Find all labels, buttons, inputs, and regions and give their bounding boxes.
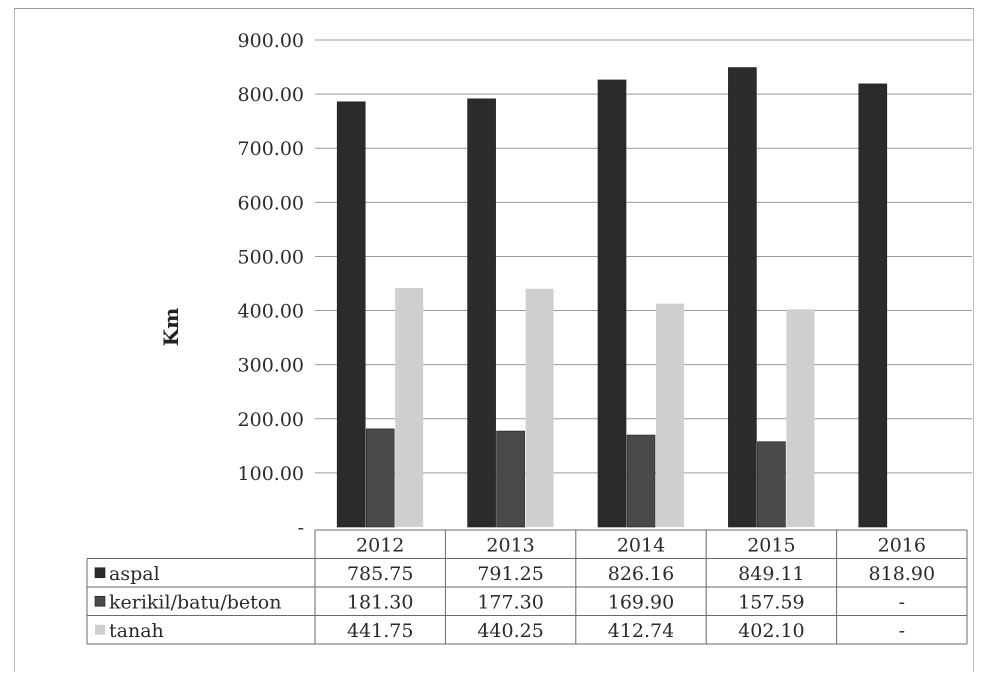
data-label: 849.11 bbox=[738, 563, 804, 585]
bar-aspal-2014 bbox=[597, 79, 627, 528]
bar-kerikil-batu-beton-2013 bbox=[496, 430, 525, 528]
data-table: 2012 2013 2014 2015 2016 aspal 785.75 791.25 826… bbox=[86, 529, 968, 645]
y-tick-label: 700.00 bbox=[238, 138, 304, 160]
y-axis-ticks: - 100.00 200.00 300.00 400.00 500.00 600.00 700… bbox=[238, 30, 304, 539]
bar-aspal-2013 bbox=[467, 98, 496, 528]
legend-swatch bbox=[94, 595, 106, 607]
y-tick-label: 300.00 bbox=[238, 355, 304, 377]
y-tick-label: 400.00 bbox=[238, 301, 304, 323]
y-tick-label: 600.00 bbox=[238, 192, 304, 214]
category-label: 2014 bbox=[617, 534, 665, 556]
y-tick-label: 900.00 bbox=[238, 30, 304, 52]
category-label: 2016 bbox=[878, 534, 926, 556]
bar-aspal-2012 bbox=[336, 101, 366, 528]
legend-swatch bbox=[94, 567, 106, 579]
legend-label: kerikil/batu/beton bbox=[109, 591, 281, 613]
y-tick-label: 800.00 bbox=[238, 84, 304, 106]
bar-kerikil-batu-beton-2015 bbox=[757, 441, 786, 528]
bar-tanah-2014 bbox=[656, 303, 684, 527]
data-label: 785.75 bbox=[347, 563, 413, 585]
bars bbox=[336, 67, 888, 528]
bar-tanah-2013 bbox=[525, 288, 554, 527]
y-tick-label: 100.00 bbox=[238, 463, 304, 485]
category-label: 2015 bbox=[747, 534, 795, 556]
legend-swatch bbox=[95, 624, 105, 635]
data-label: 791.25 bbox=[477, 563, 543, 585]
category-label: 2012 bbox=[356, 534, 404, 556]
data-label: 818.90 bbox=[869, 563, 935, 585]
y-tick-label: 500.00 bbox=[238, 246, 304, 268]
data-label: - bbox=[899, 620, 905, 642]
data-label: - bbox=[899, 591, 905, 613]
y-axis-label: Km bbox=[159, 308, 183, 347]
chart-frame bbox=[14, 8, 974, 672]
bar-tanah-2015 bbox=[786, 309, 815, 527]
top-rule bbox=[14, 8, 974, 9]
data-label: 181.30 bbox=[347, 591, 413, 613]
legend-label: aspal bbox=[109, 563, 160, 585]
bar-tanah-2012 bbox=[395, 287, 424, 527]
data-label: 441.75 bbox=[347, 620, 413, 642]
bar-kerikil-batu-beton-2012 bbox=[365, 428, 395, 528]
y-tick-label: 200.00 bbox=[238, 409, 304, 431]
y-tick-label: - bbox=[298, 517, 304, 539]
data-label: 177.30 bbox=[477, 591, 543, 613]
data-label: 157.59 bbox=[738, 591, 804, 613]
bar-aspal-2016 bbox=[858, 83, 888, 528]
data-label: 402.10 bbox=[738, 620, 804, 642]
legend-label: tanah bbox=[109, 620, 164, 642]
category-label: 2013 bbox=[486, 534, 534, 556]
bar-aspal-2015 bbox=[728, 67, 757, 528]
data-label: 412.74 bbox=[608, 620, 674, 642]
data-label: 826.16 bbox=[608, 563, 674, 585]
data-label: 169.90 bbox=[608, 591, 674, 613]
data-label: 440.25 bbox=[477, 620, 543, 642]
bar-kerikil-batu-beton-2014 bbox=[626, 434, 656, 528]
gridlines bbox=[315, 39, 972, 474]
